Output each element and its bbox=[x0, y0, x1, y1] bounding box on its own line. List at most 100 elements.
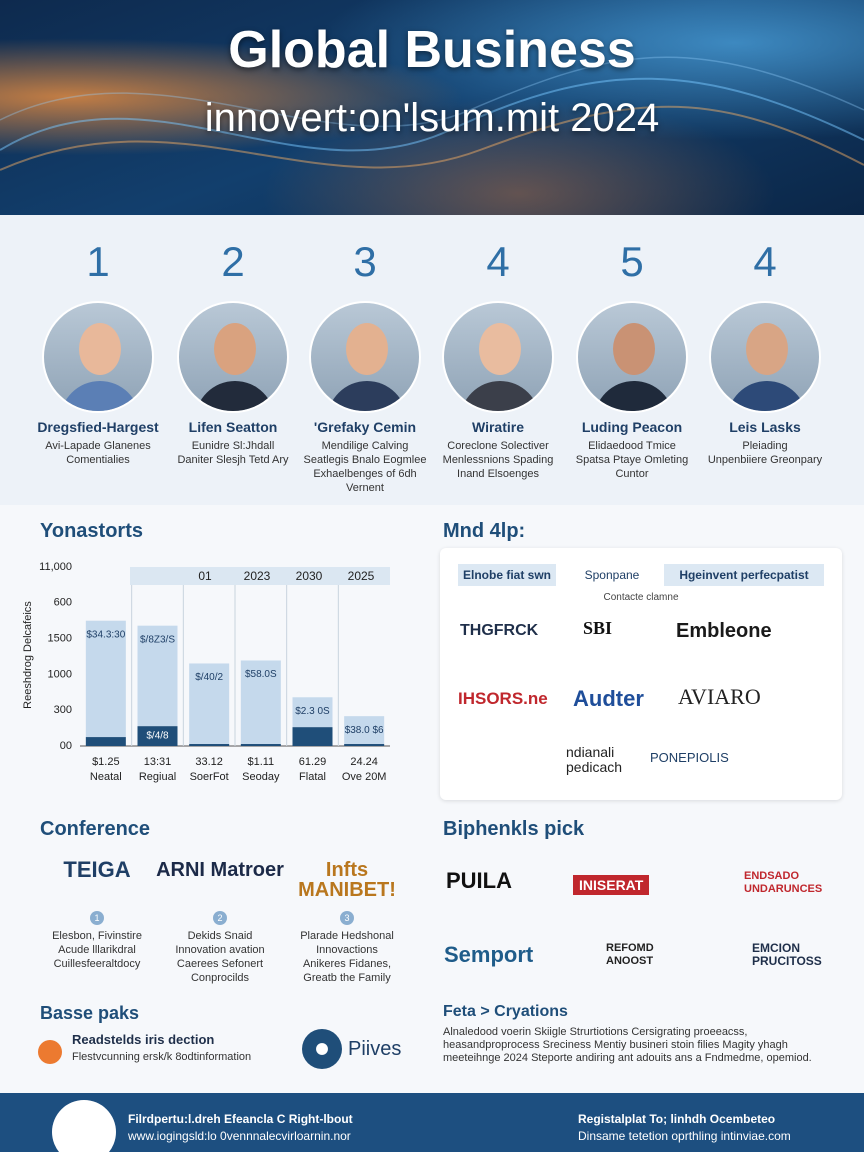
speaker-name: Dregsfied-Hargest bbox=[37, 419, 159, 435]
section-heading: Feta > Cryations bbox=[443, 1003, 568, 1020]
bar-label: $/4/8 bbox=[146, 731, 169, 742]
y-tick-label: 11,000 bbox=[39, 561, 72, 573]
speaker-role: Daniter Slesjh Tetd Ary bbox=[177, 454, 289, 466]
subtitle: innovert:on'lsum.mit 2024 bbox=[204, 96, 660, 140]
column-label: 01 bbox=[198, 569, 212, 583]
section-heading: Yonastorts bbox=[40, 520, 143, 542]
speaker-head bbox=[613, 323, 655, 375]
title: Global Business bbox=[228, 21, 636, 79]
conference-text: Innovactions bbox=[316, 944, 378, 956]
sponsor-logo: Semport bbox=[444, 942, 534, 967]
bar-segment bbox=[292, 697, 333, 728]
sponsor-logo: EMCION PRUCITOSS bbox=[752, 941, 822, 968]
conference-logo: TEIGA bbox=[63, 857, 131, 882]
column-label: 2030 bbox=[296, 569, 323, 583]
y-tick-label: 300 bbox=[54, 704, 72, 716]
x-tick-label: 33.12 bbox=[195, 756, 223, 768]
conference-number: 1 bbox=[90, 911, 104, 925]
speaker-role: Spatsa Ptaye Omleting bbox=[575, 454, 689, 466]
footer-text: Dinsame tetetion oprthling intinviae.com bbox=[578, 1129, 791, 1143]
x-tick-label: $1.25 bbox=[92, 756, 120, 768]
conference-text: Elesbon, Fivinstire bbox=[52, 930, 142, 942]
partner-logo: SBI bbox=[583, 618, 613, 638]
bar-segment bbox=[292, 727, 333, 746]
x-tick-label: Seoday bbox=[242, 771, 280, 783]
x-tick-label: SoerFot bbox=[190, 771, 229, 783]
x-tick-label: $1.11 bbox=[247, 756, 274, 768]
column-label: 2023 bbox=[244, 569, 271, 583]
conference-text: Caerees Sefonert bbox=[176, 958, 264, 970]
partner-logo: Embleone bbox=[676, 620, 772, 642]
speaker-head bbox=[214, 323, 256, 375]
y-axis-label: Reeshdrog Delcafeics bbox=[22, 601, 34, 709]
bar-segment bbox=[240, 744, 281, 746]
partner-tab: Hgeinvent perfecpatist bbox=[664, 564, 824, 586]
footer-text: Filrdpertu:l.dreh Efeancla C Right-lbout bbox=[128, 1112, 353, 1126]
speaker-role: Vernent bbox=[346, 482, 384, 494]
speaker-number: 3 bbox=[353, 238, 377, 285]
speaker-body bbox=[460, 381, 540, 411]
footer-text: www.iogingsld:lo 0vennnalecvirloarnin.no… bbox=[128, 1129, 351, 1143]
bar-label: $58.0S bbox=[245, 669, 277, 680]
bar-label: $34.3:30 bbox=[86, 629, 125, 640]
speaker-photo bbox=[442, 301, 554, 413]
conference-text: Innovation avation bbox=[175, 944, 265, 956]
speaker-number: 5 bbox=[620, 238, 644, 285]
speaker-role: Avi-Lapade Glanenes bbox=[45, 440, 151, 452]
bar-label: $38.0 $6 bbox=[345, 725, 384, 736]
conference-text: Cuillesfeeraltdocy bbox=[53, 958, 141, 970]
conference-text: Acude lllarikdral bbox=[58, 944, 136, 956]
conference-text: Plarade Hedshonal bbox=[300, 930, 394, 942]
y-tick-label: 600 bbox=[54, 597, 72, 609]
sponsor-logo: REFOMD ANOOST bbox=[606, 942, 654, 967]
speaker-photo bbox=[576, 301, 688, 413]
speaker-number: 2 bbox=[221, 238, 245, 285]
speaker-body bbox=[727, 381, 807, 411]
speaker-head bbox=[479, 323, 521, 375]
conference-number: 2 bbox=[213, 911, 227, 925]
base-logo-mark bbox=[302, 1029, 342, 1069]
chart: 01 2023 2030 2025 11,000 600 1500 1000 300 00 Rees… bbox=[22, 561, 390, 783]
footer-bg bbox=[0, 1093, 864, 1152]
base-item-text: Flestvcunning ersk/k 8odtinformation bbox=[72, 1051, 252, 1063]
base-icon bbox=[38, 1040, 62, 1064]
bar-label: $/8Z3/S bbox=[140, 634, 175, 645]
speaker-role: Pleiading bbox=[742, 440, 788, 452]
speaker-head bbox=[79, 323, 121, 375]
bar-segment bbox=[240, 660, 281, 745]
partner-logo: PONEPIOLIS bbox=[650, 750, 729, 765]
speaker-photo bbox=[177, 301, 289, 413]
speaker-name: Lifen Seatton bbox=[188, 419, 278, 435]
header-bg bbox=[0, 0, 864, 215]
speaker-name: Wiratire bbox=[471, 419, 524, 435]
footer-text: Registalplat To; linhdh Ocembeteo bbox=[578, 1112, 776, 1126]
x-tick-label: Regiual bbox=[139, 771, 176, 783]
sponsor-logo: INISERAT bbox=[573, 875, 650, 895]
sponsor-logo: ENDSADO UNDARUNCES bbox=[744, 870, 823, 895]
partner-caption: Contacte clamne bbox=[603, 592, 679, 603]
speaker-role: Exhaelbenges of 6dh bbox=[313, 468, 417, 480]
speaker-head bbox=[346, 323, 388, 375]
speaker-photo bbox=[309, 301, 421, 413]
speaker-photo bbox=[709, 301, 821, 413]
speaker-number: 1 bbox=[86, 238, 110, 285]
partner-logo: THGFRCK bbox=[460, 622, 539, 639]
bar-segment bbox=[85, 737, 126, 746]
partners-box bbox=[440, 548, 842, 800]
y-tick-label: 1500 bbox=[48, 633, 72, 645]
speaker-body bbox=[60, 381, 140, 411]
partner-logo: Audter bbox=[573, 686, 644, 711]
speaker-body bbox=[594, 381, 674, 411]
speaker-role: Mendilige Calving bbox=[321, 440, 409, 452]
speaker-name: Luding Peacon bbox=[581, 419, 683, 435]
conference-text: Greatb the Family bbox=[303, 972, 391, 984]
partner-tab: Elnobe fiat swn bbox=[458, 564, 556, 586]
speaker-role: Comentialies bbox=[66, 454, 130, 466]
bar-segment bbox=[85, 620, 126, 738]
partner-logo: AVIARO bbox=[678, 684, 761, 709]
x-tick-label: Neatal bbox=[90, 771, 122, 783]
x-tick-label: 61.29 bbox=[299, 756, 327, 768]
footer-logo bbox=[52, 1100, 116, 1152]
partner-logo: IHSORS.ne bbox=[458, 689, 548, 708]
conference-number: 3 bbox=[340, 911, 354, 925]
